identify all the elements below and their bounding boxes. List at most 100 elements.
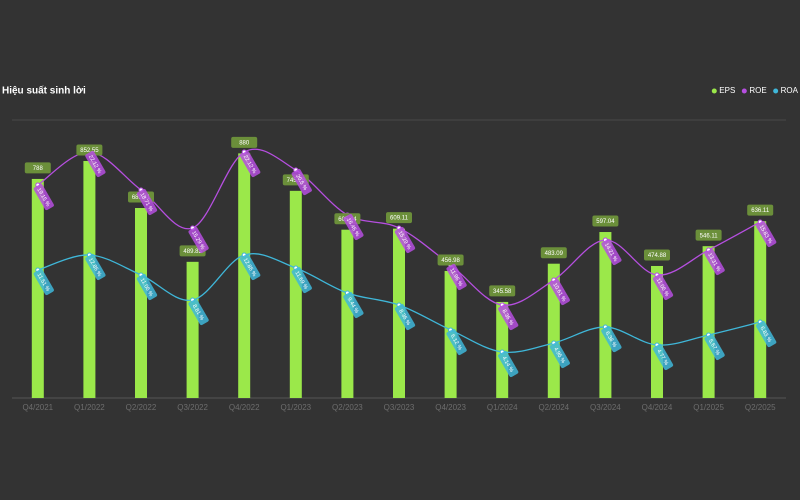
eps-label-box bbox=[695, 229, 722, 241]
eps-label: 597.04 bbox=[596, 219, 615, 225]
eps-label: 852.55 bbox=[80, 148, 99, 154]
eps-label-box bbox=[437, 254, 464, 266]
x-tick-label: Q4/2022 bbox=[229, 403, 260, 412]
roe-label-box bbox=[549, 278, 570, 306]
roa-label-box bbox=[188, 299, 209, 326]
eps-label-group: 788 bbox=[24, 162, 51, 174]
roa-label-box bbox=[85, 253, 106, 281]
x-tick-label: Q3/2023 bbox=[384, 403, 415, 412]
eps-bar bbox=[651, 265, 663, 398]
roa-label-box bbox=[394, 304, 416, 331]
eps-label: 474.88 bbox=[648, 253, 667, 259]
eps-label: 546.11 bbox=[700, 233, 719, 239]
x-tick-label: Q3/2022 bbox=[177, 403, 208, 412]
legend-marker bbox=[773, 88, 779, 94]
eps-label: 345.58 bbox=[493, 289, 512, 295]
roe-label-box bbox=[704, 248, 725, 276]
legend-label: ROA bbox=[781, 86, 799, 95]
eps-bar bbox=[238, 153, 251, 398]
eps-label-box bbox=[540, 247, 567, 259]
x-tick-label: Q4/2021 bbox=[22, 403, 53, 412]
eps-label-group: 852.55 bbox=[76, 144, 103, 156]
roe-label-box bbox=[240, 150, 261, 178]
roe-label-box bbox=[498, 304, 519, 331]
x-tick-label: Q1/2024 bbox=[487, 403, 518, 412]
roe-label-box bbox=[136, 188, 158, 215]
roe-label-box bbox=[33, 184, 54, 211]
eps-label-box bbox=[231, 136, 258, 148]
roe-label-box bbox=[756, 220, 777, 247]
eps-label: 456.98 bbox=[441, 258, 460, 264]
legend-label: EPS bbox=[719, 86, 735, 95]
eps-label-box bbox=[76, 144, 103, 156]
x-tick-label: Q4/2024 bbox=[642, 403, 673, 412]
legend-label: ROE bbox=[749, 86, 766, 95]
eps-bar bbox=[754, 221, 767, 398]
eps-bar bbox=[31, 178, 44, 398]
eps-bar bbox=[83, 160, 96, 398]
roa-label-box bbox=[291, 266, 312, 294]
eps-label-group: 880 bbox=[231, 136, 258, 148]
roe-label-box bbox=[85, 150, 106, 178]
eps-label: 483.09 bbox=[545, 251, 564, 257]
roa-label-box bbox=[343, 292, 364, 319]
roe-label-box bbox=[446, 263, 467, 291]
eps-bar bbox=[547, 263, 560, 398]
eps-label-box bbox=[386, 212, 412, 224]
roe-label-box bbox=[652, 273, 674, 301]
x-tick-label: Q1/2023 bbox=[280, 403, 311, 412]
eps-label-box bbox=[644, 249, 670, 261]
eps-label-box bbox=[489, 285, 516, 297]
eps-label-box bbox=[592, 215, 619, 227]
eps-label: 880 bbox=[239, 140, 250, 146]
eps-bar bbox=[702, 246, 715, 398]
eps-label-group: 546.11 bbox=[695, 229, 722, 241]
x-tick-label: Q3/2024 bbox=[590, 403, 621, 412]
legend-marker bbox=[741, 88, 747, 94]
eps-label-group: 474.88 bbox=[644, 249, 670, 261]
eps-label: 636.11 bbox=[751, 208, 770, 214]
roe-label-box bbox=[394, 226, 416, 254]
eps-bar bbox=[186, 261, 199, 398]
x-tick-label: Q1/2022 bbox=[74, 403, 105, 412]
eps-bar bbox=[341, 229, 354, 398]
roe-label-box bbox=[188, 226, 209, 254]
roa-label-box bbox=[549, 341, 570, 368]
eps-label-box bbox=[24, 162, 51, 174]
eps-label: 609.11 bbox=[390, 216, 409, 222]
eps-label-group: 636.11 bbox=[747, 204, 774, 216]
eps-label-group: 456.98 bbox=[437, 254, 464, 266]
eps-label-group: 597.04 bbox=[592, 215, 619, 227]
eps-label-box bbox=[747, 204, 774, 216]
roa-label-box bbox=[498, 350, 519, 377]
roa-label-box bbox=[704, 333, 725, 360]
x-tick-label: Q1/2025 bbox=[693, 403, 724, 412]
eps-label: 489.83 bbox=[183, 249, 202, 255]
legend-marker bbox=[711, 88, 717, 94]
eps-label: 788 bbox=[33, 166, 44, 172]
eps-bar bbox=[289, 190, 302, 398]
eps-label-group: 345.58 bbox=[489, 285, 516, 297]
roa-label-box bbox=[652, 343, 674, 370]
x-tick-label: Q2/2022 bbox=[126, 403, 157, 412]
eps-label-group: 609.11 bbox=[386, 212, 412, 224]
x-tick-label: Q2/2024 bbox=[538, 403, 569, 412]
x-tick-label: Q4/2023 bbox=[435, 403, 466, 412]
roe-label-box bbox=[343, 213, 364, 240]
roa-label-box bbox=[756, 321, 777, 348]
eps-bar bbox=[599, 232, 612, 398]
x-tick-label: Q2/2025 bbox=[745, 403, 776, 412]
roa-label-box bbox=[33, 268, 54, 296]
roa-label-box bbox=[601, 326, 622, 353]
eps-label-group: 483.09 bbox=[540, 247, 567, 259]
chart-title: Hiệu suất sinh lời bbox=[2, 85, 86, 97]
roa-label-box bbox=[136, 273, 158, 301]
x-tick-label: Q2/2023 bbox=[332, 403, 363, 412]
roa-label-box bbox=[240, 253, 261, 281]
roe-label-box bbox=[601, 238, 622, 266]
roa-label-box bbox=[446, 328, 467, 355]
roe-label-box bbox=[291, 169, 312, 196]
eps-bar bbox=[135, 208, 147, 398]
